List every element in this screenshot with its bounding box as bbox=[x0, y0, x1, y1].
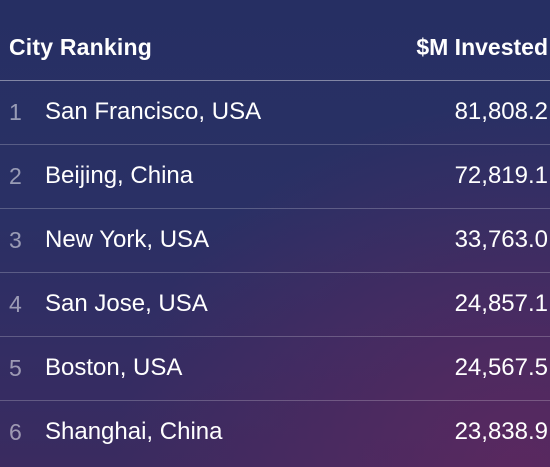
city-name: Shanghai, China bbox=[45, 418, 223, 445]
rank-number: 6 bbox=[9, 419, 22, 445]
table-row: 5 Boston, USA 24,567.5 bbox=[0, 337, 550, 401]
table-row: 4 San Jose, USA 24,857.1 bbox=[0, 273, 550, 337]
rank-number: 5 bbox=[9, 355, 22, 381]
table-body: 1 San Francisco, USA 81,808.2 2 Beijing,… bbox=[0, 81, 550, 465]
rank-number: 4 bbox=[9, 291, 22, 317]
city-name: Boston, USA bbox=[45, 354, 183, 381]
city-name: San Jose, USA bbox=[45, 290, 208, 317]
city-ranking-header: City Ranking bbox=[9, 34, 152, 60]
invested-amount: 24,567.5 bbox=[454, 354, 548, 381]
table-row: 3 New York, USA 33,763.0 bbox=[0, 209, 550, 273]
invested-header: $M Invested bbox=[416, 34, 548, 60]
invested-amount: 33,763.0 bbox=[454, 226, 548, 253]
city-name: New York, USA bbox=[45, 226, 210, 253]
invested-amount: 23,838.9 bbox=[454, 418, 548, 445]
rank-number: 1 bbox=[9, 99, 22, 125]
invested-amount: 24,857.1 bbox=[454, 290, 548, 317]
table-row: 2 Beijing, China 72,819.1 bbox=[0, 145, 550, 209]
invested-amount: 81,808.2 bbox=[454, 98, 548, 125]
rank-number: 2 bbox=[9, 163, 22, 189]
table-row: 1 San Francisco, USA 81,808.2 bbox=[0, 81, 550, 145]
invested-amount: 72,819.1 bbox=[454, 162, 548, 189]
table-row: 6 Shanghai, China 23,838.9 bbox=[0, 401, 550, 465]
city-name: San Francisco, USA bbox=[45, 98, 262, 125]
rank-number: 3 bbox=[9, 227, 22, 253]
city-name: Beijing, China bbox=[45, 162, 194, 189]
table-header: City Ranking $M Invested bbox=[0, 0, 550, 81]
